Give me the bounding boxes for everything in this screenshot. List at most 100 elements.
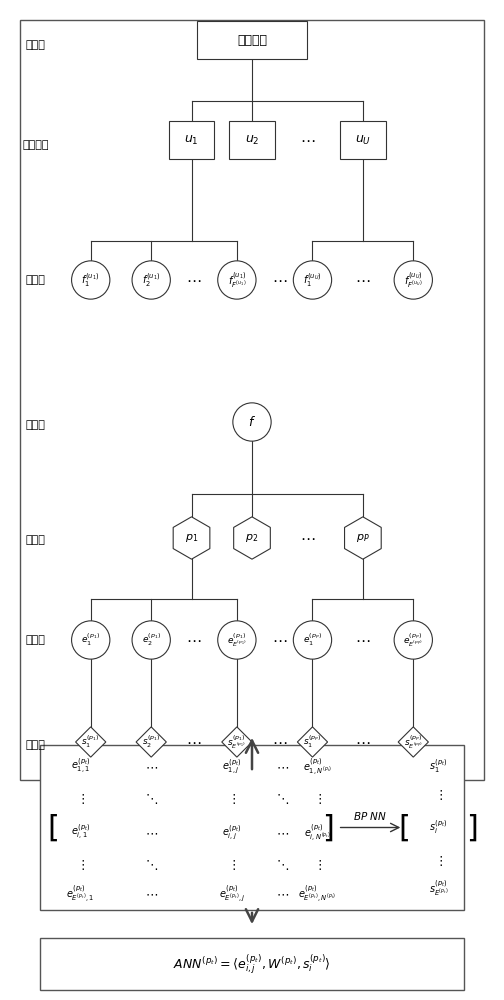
- Ellipse shape: [293, 261, 332, 299]
- Text: $\cdots$: $\cdots$: [276, 760, 289, 773]
- Ellipse shape: [218, 621, 256, 659]
- Text: $e_2^{(p_1)}$: $e_2^{(p_1)}$: [142, 632, 161, 648]
- Text: $\cdots$: $\cdots$: [355, 272, 370, 288]
- Text: 故障级: 故障级: [25, 275, 45, 285]
- Text: 子系统级: 子系统级: [22, 140, 48, 150]
- Polygon shape: [297, 727, 328, 757]
- FancyBboxPatch shape: [169, 121, 214, 159]
- Text: $\cdots$: $\cdots$: [272, 734, 287, 750]
- Text: $e_1^{(p_1)}$: $e_1^{(p_1)}$: [81, 632, 100, 648]
- Text: $\cdots$: $\cdots$: [355, 633, 370, 648]
- Text: $e_{i,1}^{(p_t)}$: $e_{i,1}^{(p_t)}$: [71, 823, 90, 842]
- Text: $\left[\right.$: $\left[\right.$: [398, 812, 409, 843]
- Text: $e_{E^{(p_P)}}^{(p_P)}$: $e_{E^{(p_P)}}^{(p_P)}$: [403, 631, 423, 649]
- Text: $p_2$: $p_2$: [245, 532, 259, 544]
- Text: $\left.\right]$: $\left.\right]$: [322, 812, 333, 843]
- Text: $\cdots$: $\cdots$: [186, 272, 202, 288]
- Text: $e_1^{(p_P)}$: $e_1^{(p_P)}$: [303, 632, 322, 648]
- Text: $\cdots$: $\cdots$: [186, 633, 202, 648]
- FancyBboxPatch shape: [197, 21, 307, 59]
- Text: $\vdots$: $\vdots$: [313, 792, 322, 806]
- Text: $p_P$: $p_P$: [356, 532, 370, 544]
- Text: $f$: $f$: [248, 415, 256, 429]
- Text: $\ddots$: $\ddots$: [145, 792, 158, 806]
- Text: $s_1^{(p_t)}$: $s_1^{(p_t)}$: [429, 758, 448, 775]
- Text: $p_1$: $p_1$: [185, 532, 198, 544]
- Text: $\cdots$: $\cdots$: [300, 132, 315, 147]
- Polygon shape: [76, 727, 106, 757]
- Text: $e_{1,N^{(p_t)}}^{(p_t)}$: $e_{1,N^{(p_t)}}^{(p_t)}$: [303, 756, 332, 777]
- Ellipse shape: [293, 621, 332, 659]
- Text: $u_1$: $u_1$: [184, 133, 199, 147]
- Text: $\ddots$: $\ddots$: [145, 858, 158, 872]
- Text: $\ddots$: $\ddots$: [276, 792, 289, 806]
- Text: $\cdots$: $\cdots$: [276, 887, 289, 900]
- Text: $\vdots$: $\vdots$: [313, 858, 322, 872]
- Text: $\cdots$: $\cdots$: [355, 734, 370, 750]
- Text: $s_{E^{(p_1)}}^{(p_1)}$: $s_{E^{(p_1)}}^{(p_1)}$: [227, 733, 246, 751]
- Polygon shape: [398, 727, 428, 757]
- Text: $ANN^{(p_t)}=\langle e_{i,j}^{(p_t)},W^{(p_t)},s_i^{(p_t)}\rangle$: $ANN^{(p_t)}=\langle e_{i,j}^{(p_t)},W^{…: [173, 952, 331, 976]
- Text: $\cdots$: $\cdots$: [145, 826, 158, 839]
- Ellipse shape: [218, 261, 256, 299]
- Text: $s_{E^{(p_t)}}^{(p_t)}$: $s_{E^{(p_t)}}^{(p_t)}$: [428, 879, 449, 898]
- Text: $e_{E^{(p_t)},j}^{(p_t)}$: $e_{E^{(p_t)},j}^{(p_t)}$: [219, 884, 245, 903]
- Text: $\cdots$: $\cdots$: [276, 826, 289, 839]
- Text: $e_{E^{(p_t)},N^{(p_t)}}^{(p_t)}$: $e_{E^{(p_t)},N^{(p_t)}}^{(p_t)}$: [298, 883, 337, 904]
- Text: $e_{i,N^{(p_t)}}^{(p_t)}$: $e_{i,N^{(p_t)}}^{(p_t)}$: [304, 822, 331, 843]
- FancyBboxPatch shape: [229, 121, 275, 159]
- Ellipse shape: [132, 621, 170, 659]
- Text: $\vdots$: $\vdots$: [434, 788, 443, 802]
- Text: $f_{F^{(u_1)}}^{(u_1)}$: $f_{F^{(u_1)}}^{(u_1)}$: [228, 270, 246, 290]
- Text: 状态级: 状态级: [25, 740, 45, 750]
- FancyBboxPatch shape: [40, 938, 464, 990]
- Text: $\vdots$: $\vdots$: [227, 792, 236, 806]
- Text: $\cdots$: $\cdots$: [272, 633, 287, 648]
- Text: $s_2^{(p_1)}$: $s_2^{(p_1)}$: [142, 734, 160, 750]
- Polygon shape: [345, 517, 381, 559]
- Text: $\cdots$: $\cdots$: [272, 272, 287, 288]
- Text: $s_i^{(p_t)}$: $s_i^{(p_t)}$: [429, 819, 448, 836]
- Ellipse shape: [72, 261, 110, 299]
- Text: 特征级: 特征级: [25, 635, 45, 645]
- Text: $s_1^{(p_P)}$: $s_1^{(p_P)}$: [303, 734, 322, 750]
- Text: $e_{1,1}^{(p_t)}$: $e_{1,1}^{(p_t)}$: [71, 757, 90, 776]
- Text: $u_U$: $u_U$: [355, 133, 371, 147]
- Ellipse shape: [394, 621, 432, 659]
- Text: $e_{1,j}^{(p_t)}$: $e_{1,j}^{(p_t)}$: [222, 757, 241, 776]
- Text: $\cdots$: $\cdots$: [186, 734, 202, 750]
- Text: $\left[\right.$: $\left[\right.$: [47, 812, 58, 843]
- FancyBboxPatch shape: [20, 20, 484, 780]
- FancyBboxPatch shape: [340, 121, 386, 159]
- Text: 数控机床: 数控机床: [237, 33, 267, 46]
- Text: $BP\ NN$: $BP\ NN$: [353, 810, 388, 822]
- Text: $\left.\right]$: $\left.\right]$: [466, 812, 477, 843]
- Text: $f_1^{(u_U)}$: $f_1^{(u_U)}$: [303, 271, 322, 289]
- Text: 参数级: 参数级: [25, 535, 45, 545]
- Polygon shape: [173, 517, 210, 559]
- Polygon shape: [136, 727, 166, 757]
- Text: $\cdots$: $\cdots$: [145, 887, 158, 900]
- Text: 机床级: 机床级: [25, 40, 45, 50]
- Ellipse shape: [72, 621, 110, 659]
- Ellipse shape: [132, 261, 170, 299]
- Text: $\vdots$: $\vdots$: [434, 854, 443, 867]
- Text: $u_2$: $u_2$: [245, 133, 259, 147]
- FancyBboxPatch shape: [40, 745, 464, 910]
- Text: $\ddots$: $\ddots$: [276, 858, 289, 872]
- Text: $e_{E^{(p_t)},1}^{(p_t)}$: $e_{E^{(p_t)},1}^{(p_t)}$: [67, 883, 95, 904]
- Polygon shape: [234, 517, 270, 559]
- Polygon shape: [222, 727, 252, 757]
- Text: 故障级: 故障级: [25, 420, 45, 430]
- Text: $s_{E^{(p_P)}}^{(p_P)}$: $s_{E^{(p_P)}}^{(p_P)}$: [404, 733, 423, 751]
- Text: $s_1^{(p_1)}$: $s_1^{(p_1)}$: [82, 734, 100, 750]
- Text: $\cdots$: $\cdots$: [145, 760, 158, 773]
- Text: $e_{i,j}^{(p_t)}$: $e_{i,j}^{(p_t)}$: [222, 823, 241, 842]
- Ellipse shape: [394, 261, 432, 299]
- Text: $e_{E^{(p_1)}}^{(p_1)}$: $e_{E^{(p_1)}}^{(p_1)}$: [227, 631, 247, 649]
- Text: $\vdots$: $\vdots$: [227, 858, 236, 872]
- Text: $\cdots$: $\cdots$: [300, 530, 315, 546]
- Text: $f_1^{(u_1)}$: $f_1^{(u_1)}$: [82, 271, 100, 289]
- Ellipse shape: [233, 403, 271, 441]
- Text: $\vdots$: $\vdots$: [76, 858, 85, 872]
